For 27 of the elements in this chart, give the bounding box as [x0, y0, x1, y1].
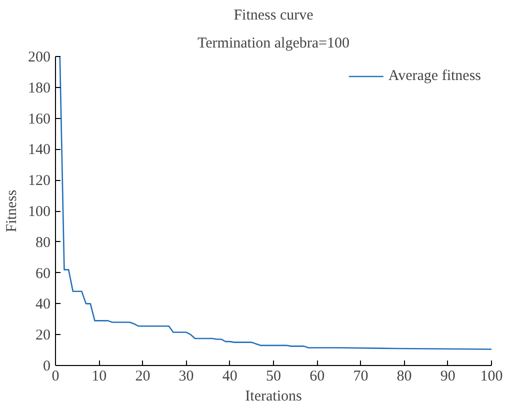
y-tick-label: 0: [43, 358, 50, 374]
y-tick-label: 180: [28, 80, 50, 96]
x-tick-label: 40: [222, 368, 238, 384]
chart-subtitle: Termination algebra=100: [198, 36, 350, 52]
x-axis-title: Iterations: [245, 388, 302, 404]
chart-title: Fitness curve: [234, 8, 314, 24]
y-tick-label: 60: [36, 266, 50, 282]
y-tick-label: 120: [28, 173, 50, 190]
y-axis-title: Fitness: [4, 190, 20, 232]
x-tick-label: 90: [440, 368, 456, 384]
y-tick-label: 40: [36, 296, 50, 313]
legend-label: Average fitness: [388, 68, 481, 84]
y-tick-label: 20: [36, 328, 50, 344]
x-tick-label: 70: [353, 368, 368, 384]
line-series: [59, 56, 492, 350]
y-tick-label: 200: [28, 50, 50, 66]
y-tick-label: 80: [36, 234, 50, 251]
x-tick-label: 60: [310, 368, 325, 384]
y-tick-label: 100: [28, 204, 50, 220]
x-tick-label: 20: [135, 368, 150, 384]
y-tick-label: 140: [28, 142, 50, 158]
x-tick-label: 80: [396, 368, 412, 384]
x-tick-label: 30: [178, 368, 194, 384]
x-tick-label: 100: [480, 368, 503, 384]
y-tick-label: 160: [28, 111, 50, 128]
x-tick-label: 50: [266, 368, 281, 384]
x-tick-label: 10: [92, 368, 107, 384]
